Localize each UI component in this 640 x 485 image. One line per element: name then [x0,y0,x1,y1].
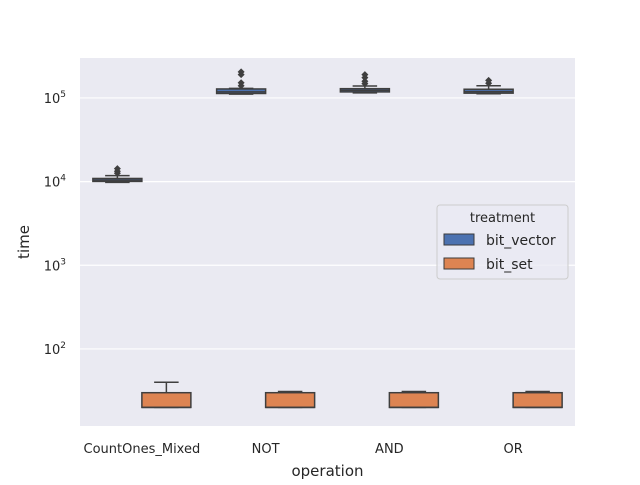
x-tick-label: AND [375,442,404,457]
outlier-point [237,79,245,87]
y-tick-label: 102 [44,341,66,358]
y-tick-base: 10 [44,176,61,191]
outlier-point [361,77,369,85]
box-series [92,68,563,409]
box-bit-vector-or [463,76,514,95]
box-bit-vector-and [339,71,391,94]
outlier-point [361,71,369,79]
outlier-point [113,165,121,173]
y-tick-exponent: 2 [60,341,66,351]
box-body [512,391,563,409]
legend-title: treatment [470,211,535,226]
box-body [388,391,440,409]
legend-swatch-bit-set [443,257,475,270]
legend-swatch-bit-vector [443,233,475,246]
box-bit-set-countones-mixed [141,381,192,409]
x-axis-label: operation [291,462,363,480]
box-bit-vector-countones-mixed [92,165,143,184]
y-axis-label: time [15,225,33,259]
box-bit-set-not [264,390,316,409]
y-tick-label: 105 [44,90,66,107]
box-body [141,391,192,409]
outlier-point [485,76,493,84]
x-tick-label: NOT [252,442,280,457]
box-bit-set-or [512,390,563,409]
box-bit-vector-not [215,68,267,95]
outlier-point [237,68,245,76]
x-axis-ticks: CountOnes_Mixed NOT AND OR [84,442,523,457]
y-tick-exponent: 4 [60,174,66,184]
x-tick-label: CountOnes_Mixed [84,442,201,457]
box-bit-set-and [388,390,440,409]
y-tick-exponent: 5 [60,90,66,100]
legend-label-bit-vector: bit_vector [486,233,556,249]
y-tick-base: 10 [44,92,61,107]
x-tick-label: OR [503,442,522,457]
y-tick-base: 10 [44,343,61,358]
grid-lines [80,97,575,350]
legend-label-bit-set: bit_set [486,257,533,273]
y-tick-exponent: 3 [60,257,66,267]
legend: treatment bit_vector bit_set [436,204,569,280]
y-tick-base: 10 [44,259,61,274]
y-tick-label: 104 [44,174,67,191]
box-body [264,391,316,409]
y-tick-label: 103 [44,257,66,274]
